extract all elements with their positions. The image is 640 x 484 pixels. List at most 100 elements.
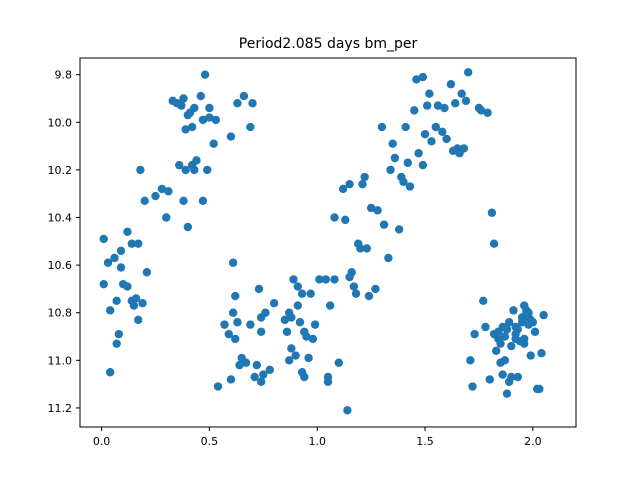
data-point — [315, 275, 324, 284]
data-point — [209, 139, 218, 148]
data-point — [187, 122, 197, 132]
data-point — [198, 196, 208, 206]
data-point — [164, 187, 173, 196]
data-point — [250, 372, 259, 382]
data-point — [254, 284, 264, 294]
data-point — [213, 382, 223, 391]
data-point — [224, 329, 233, 339]
data-point — [306, 289, 315, 298]
data-point — [338, 184, 348, 194]
data-point — [362, 244, 372, 253]
data-point — [310, 320, 320, 329]
data-point — [379, 220, 389, 229]
data-point — [248, 99, 257, 108]
data-point — [138, 299, 147, 308]
data-point — [476, 106, 486, 115]
data-point — [256, 327, 266, 336]
data-point — [500, 332, 510, 341]
x-tick-label: 1.0 — [308, 435, 326, 448]
data-point — [341, 215, 350, 225]
data-point — [105, 306, 115, 315]
data-point — [280, 315, 290, 325]
data-point — [293, 282, 303, 291]
data-point — [423, 101, 432, 110]
data-point — [190, 165, 199, 175]
data-point — [530, 327, 540, 336]
data-point — [205, 113, 214, 122]
data-point — [321, 275, 331, 284]
data-point — [459, 144, 469, 153]
data-point — [134, 239, 143, 248]
data-point — [203, 165, 212, 175]
data-point — [442, 134, 451, 144]
data-point — [192, 156, 201, 165]
data-point — [401, 122, 410, 132]
data-point — [256, 377, 266, 386]
data-point — [162, 213, 171, 222]
data-point — [461, 96, 471, 106]
data-point — [127, 239, 136, 248]
data-point — [300, 372, 309, 382]
data-point — [287, 344, 296, 353]
data-point — [496, 339, 505, 348]
data-point — [231, 334, 240, 344]
data-point — [177, 101, 186, 110]
data-point — [140, 196, 149, 206]
data-point — [235, 360, 244, 370]
data-point — [233, 99, 242, 108]
data-point — [524, 308, 533, 317]
data-point — [112, 339, 121, 348]
data-point — [483, 108, 492, 117]
data-point — [181, 125, 190, 134]
data-point — [358, 179, 367, 189]
data-point — [330, 275, 339, 284]
data-point — [123, 227, 132, 236]
data-point — [343, 406, 352, 415]
data-point — [526, 351, 535, 360]
data-point — [466, 356, 475, 365]
y-tick-label: 9.8 — [55, 69, 73, 82]
data-point — [498, 370, 507, 379]
data-point — [142, 268, 152, 277]
data-point — [438, 127, 447, 136]
data-point — [502, 325, 512, 334]
x-tick-label: 2.0 — [524, 435, 542, 448]
data-point — [513, 325, 522, 334]
data-point — [418, 160, 428, 170]
data-point — [412, 75, 421, 84]
data-point — [297, 289, 307, 298]
data-point — [520, 334, 529, 344]
x-tick-label: 0.0 — [93, 435, 111, 448]
data-point — [420, 129, 430, 139]
data-point — [228, 308, 238, 317]
data-point — [105, 368, 115, 377]
data-point — [345, 179, 354, 189]
data-point — [289, 275, 298, 284]
data-point — [231, 291, 240, 301]
data-point — [390, 153, 400, 163]
data-point — [470, 329, 479, 339]
data-point — [446, 79, 456, 89]
data-point — [239, 91, 249, 101]
data-point — [373, 206, 382, 215]
data-point — [226, 375, 236, 384]
data-point — [282, 327, 292, 336]
axes: 0.0 0.5 1.0 1.5 2.0 9.8 10.0 10.2 10.4 10.6 10.8 11… — [48, 69, 542, 448]
data-point — [295, 318, 305, 327]
data-point — [405, 182, 415, 191]
data-point — [228, 258, 238, 267]
data-point — [323, 377, 333, 386]
data-point — [399, 177, 408, 186]
data-point — [325, 301, 335, 310]
data-points — [99, 68, 548, 415]
data-point — [502, 389, 512, 398]
data-point — [489, 239, 499, 248]
data-point — [360, 172, 369, 182]
data-point — [131, 294, 141, 303]
data-point — [114, 329, 124, 339]
data-point — [535, 384, 544, 394]
data-point — [134, 315, 143, 325]
data-point — [371, 284, 380, 294]
data-point — [507, 341, 516, 351]
